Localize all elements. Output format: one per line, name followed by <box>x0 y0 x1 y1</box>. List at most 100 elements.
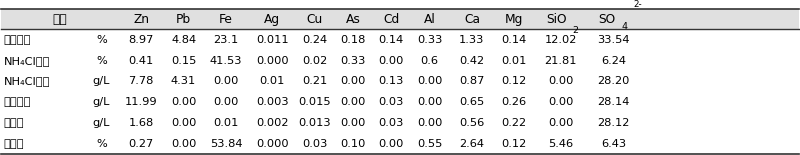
Text: 0.002: 0.002 <box>256 118 289 128</box>
Text: 0.56: 0.56 <box>459 118 485 128</box>
Text: Mg: Mg <box>505 13 523 26</box>
Text: 0.33: 0.33 <box>417 35 442 45</box>
Text: %: % <box>96 139 106 149</box>
Text: g/L: g/L <box>93 97 110 107</box>
Text: 0.55: 0.55 <box>417 139 442 149</box>
Text: 4.31: 4.31 <box>171 76 196 86</box>
Text: 2: 2 <box>572 26 578 35</box>
Text: 21.81: 21.81 <box>544 56 577 66</box>
Text: %: % <box>96 35 106 45</box>
Text: 53.84: 53.84 <box>210 139 242 149</box>
Text: 0.00: 0.00 <box>340 118 366 128</box>
Text: 0.00: 0.00 <box>378 139 404 149</box>
Text: 0.03: 0.03 <box>378 97 404 107</box>
Text: 1.68: 1.68 <box>129 118 154 128</box>
Text: 0.24: 0.24 <box>302 35 327 45</box>
Text: 0.15: 0.15 <box>171 56 196 66</box>
Text: g/L: g/L <box>93 76 110 86</box>
Text: 0.01: 0.01 <box>502 56 527 66</box>
Text: 0.00: 0.00 <box>171 97 196 107</box>
Text: 0.00: 0.00 <box>340 76 366 86</box>
Text: 28.20: 28.20 <box>598 76 630 86</box>
Text: NH₄Cl浸渣: NH₄Cl浸渣 <box>4 56 50 66</box>
Text: %: % <box>96 56 106 66</box>
Text: 0.33: 0.33 <box>340 56 366 66</box>
Text: 0.21: 0.21 <box>302 76 327 86</box>
Text: 0.01: 0.01 <box>214 118 238 128</box>
Text: NH₄Cl浸液: NH₄Cl浸液 <box>4 76 50 86</box>
Text: 0.87: 0.87 <box>459 76 485 86</box>
Text: 碱浸液: 碱浸液 <box>4 139 25 149</box>
Text: 0.00: 0.00 <box>548 76 574 86</box>
Text: Cu: Cu <box>306 13 322 26</box>
Text: 0.01: 0.01 <box>259 76 285 86</box>
Text: 0.14: 0.14 <box>378 35 404 45</box>
Text: 0.26: 0.26 <box>502 97 526 107</box>
Text: 0.013: 0.013 <box>298 118 331 128</box>
Text: 0.6: 0.6 <box>421 56 438 66</box>
Text: 0.18: 0.18 <box>340 35 366 45</box>
Text: 28.14: 28.14 <box>598 97 630 107</box>
Text: 还原后液: 还原后液 <box>4 97 31 107</box>
Text: 0.00: 0.00 <box>378 56 404 66</box>
Text: As: As <box>346 13 360 26</box>
Text: 0.00: 0.00 <box>417 118 442 128</box>
Text: 0.00: 0.00 <box>214 76 238 86</box>
Bar <box>1 9 799 29</box>
Text: 0.10: 0.10 <box>340 139 366 149</box>
Text: 2-: 2- <box>634 0 642 9</box>
Text: 0.03: 0.03 <box>302 139 327 149</box>
Text: 0.00: 0.00 <box>171 118 196 128</box>
Text: 0.003: 0.003 <box>256 97 289 107</box>
Text: 28.12: 28.12 <box>598 118 630 128</box>
Text: 0.27: 0.27 <box>129 139 154 149</box>
Text: 0.000: 0.000 <box>256 56 289 66</box>
Text: 7.78: 7.78 <box>129 76 154 86</box>
Text: 33.54: 33.54 <box>598 35 630 45</box>
Text: 0.015: 0.015 <box>298 97 331 107</box>
Text: 23.1: 23.1 <box>214 35 238 45</box>
Text: 0.00: 0.00 <box>340 97 366 107</box>
Text: Pb: Pb <box>176 13 191 26</box>
Text: 0.00: 0.00 <box>171 139 196 149</box>
Text: 0.00: 0.00 <box>548 118 574 128</box>
Text: 0.00: 0.00 <box>214 97 238 107</box>
Text: Ag: Ag <box>264 13 280 26</box>
Text: 焙烧后渣: 焙烧后渣 <box>4 35 31 45</box>
Text: 0.00: 0.00 <box>417 97 442 107</box>
Text: 0.14: 0.14 <box>502 35 527 45</box>
Text: SiO: SiO <box>546 13 567 26</box>
Text: 6.24: 6.24 <box>601 56 626 66</box>
Text: 0.65: 0.65 <box>459 97 485 107</box>
Text: 0.22: 0.22 <box>502 118 526 128</box>
Text: 0.12: 0.12 <box>502 139 527 149</box>
Text: 8.97: 8.97 <box>129 35 154 45</box>
Text: 0.03: 0.03 <box>378 118 404 128</box>
Text: 0.02: 0.02 <box>302 56 327 66</box>
Text: 5.46: 5.46 <box>548 139 573 149</box>
Text: 2.64: 2.64 <box>459 139 484 149</box>
Text: 6.43: 6.43 <box>601 139 626 149</box>
Text: SO: SO <box>598 13 616 26</box>
Text: Al: Al <box>424 13 435 26</box>
Text: 0.00: 0.00 <box>548 97 574 107</box>
Text: 0.011: 0.011 <box>256 35 289 45</box>
Text: 0.12: 0.12 <box>502 76 527 86</box>
Text: 4.84: 4.84 <box>171 35 196 45</box>
Text: 项目: 项目 <box>52 13 66 26</box>
Text: 41.53: 41.53 <box>210 56 242 66</box>
Text: 萃余液: 萃余液 <box>4 118 25 128</box>
Text: g/L: g/L <box>93 118 110 128</box>
Text: Ca: Ca <box>464 13 480 26</box>
Text: Cd: Cd <box>383 13 399 26</box>
Text: 4: 4 <box>621 22 627 31</box>
Text: 0.42: 0.42 <box>459 56 485 66</box>
Text: Fe: Fe <box>219 13 233 26</box>
Text: Zn: Zn <box>134 13 150 26</box>
Text: 1.33: 1.33 <box>459 35 485 45</box>
Text: 12.02: 12.02 <box>544 35 577 45</box>
Text: 11.99: 11.99 <box>125 97 158 107</box>
Text: 0.000: 0.000 <box>256 139 289 149</box>
Text: 0.13: 0.13 <box>378 76 404 86</box>
Text: 0.41: 0.41 <box>129 56 154 66</box>
